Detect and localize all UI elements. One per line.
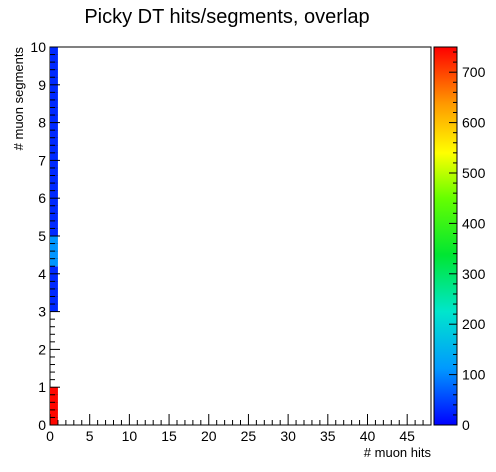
x-tick-label: 5 — [86, 428, 94, 444]
color-scale-ticks: 0 100 200 300 400 500 600 700 — [449, 51, 486, 433]
heatmap-cell — [50, 387, 58, 425]
color-scale-bar — [433, 46, 458, 426]
x-tick-label: 45 — [399, 428, 415, 444]
x-tick-label: 20 — [201, 428, 217, 444]
chart-title: Picky DT hits/segments, overlap — [84, 6, 369, 28]
z-tick-label: 200 — [462, 316, 486, 332]
plot-frame — [49, 46, 432, 426]
y-tick-label: 8 — [38, 115, 46, 131]
z-tick-label: 0 — [462, 417, 470, 433]
x-tick-label: 40 — [360, 428, 376, 444]
z-tick-label: 600 — [462, 115, 486, 131]
x-tick-label: 30 — [280, 428, 296, 444]
y-tick-label: 3 — [38, 304, 46, 320]
y-tick-label: 7 — [38, 152, 46, 168]
y-tick-label: 1 — [38, 379, 46, 395]
x-tick-label: 0 — [46, 428, 54, 444]
y-tick-label: 6 — [38, 190, 46, 206]
heatmap-cell — [50, 47, 58, 236]
y-tick-label: 2 — [38, 341, 46, 357]
x-axis-title: # muon hits — [364, 445, 432, 460]
y-tick-label: 10 — [30, 39, 46, 55]
y-tick-label: 0 — [38, 417, 46, 433]
x-tick-label: 15 — [161, 428, 177, 444]
z-tick-label: 300 — [462, 266, 486, 282]
y-tick-label: 5 — [38, 228, 46, 244]
z-tick-label: 100 — [462, 367, 486, 383]
z-tick-label: 700 — [462, 64, 486, 80]
y-tick-label: 9 — [38, 77, 46, 93]
x-tick-label: 35 — [320, 428, 336, 444]
x-tick-label: 10 — [122, 428, 138, 444]
y-axis-title: # muon segments — [11, 47, 26, 151]
z-tick-label: 400 — [462, 215, 486, 231]
y-tick-label: 4 — [38, 266, 46, 282]
z-tick-label: 500 — [462, 165, 486, 181]
x-tick-label: 25 — [241, 428, 257, 444]
